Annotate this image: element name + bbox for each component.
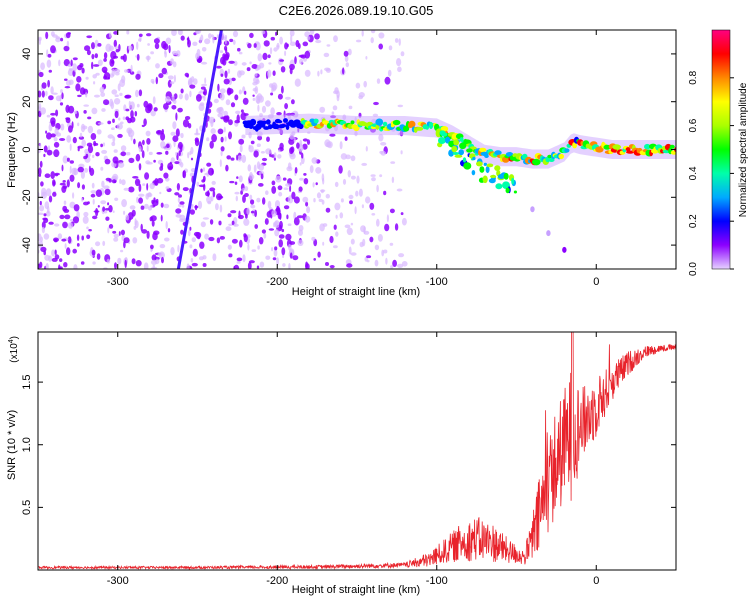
y-tick-label: -20 (21, 189, 33, 205)
y-tick-label: 20 (21, 96, 33, 108)
spectrogram-x-ticks: -300 -200 -100 0 (107, 30, 599, 288)
snr-multiplier-exp: 4 (8, 339, 15, 343)
colorbar-tick-label: 0.2 (688, 214, 699, 228)
snr-frame (37, 331, 677, 571)
x-tick-label: -100 (426, 575, 448, 587)
x-tick-label: 0 (593, 276, 599, 288)
faint-streak-point (530, 206, 535, 213)
snr-x-label: Height of straight line (km) (292, 584, 420, 596)
colorbar-tick-label: 0.6 (688, 118, 699, 132)
snr-background (38, 332, 676, 570)
y-tick-label: 1.0 (21, 437, 33, 452)
colorbar-gradient (711, 29, 731, 270)
colorbar-ticks: 0.0 0.2 0.4 0.6 0.8 (688, 70, 734, 276)
colorbar-label: Normalized spectral amplitude (738, 82, 749, 217)
y-tick-label: 0 (21, 146, 33, 152)
colorbar-tick-label: 0.4 (688, 166, 699, 180)
y-tick-label: -40 (21, 237, 33, 253)
x-tick-label: -200 (266, 276, 288, 288)
snr-series-line (38, 332, 676, 570)
snr-x-ticks: -300 -200 -100 0 (107, 332, 599, 587)
spectrogram-noise (38, 30, 408, 269)
colorbar-tick-label: 0.8 (688, 70, 699, 84)
x-tick-label: -200 (266, 575, 288, 587)
snr-multiplier-close: ) (9, 336, 20, 339)
faint-streak-point (562, 246, 567, 253)
y-tick-label: 1.5 (21, 374, 33, 389)
spectrogram-y-label: Frequency (Hz) (6, 112, 18, 188)
spectrogram-content (38, 30, 676, 269)
spectrogram-x-label: Height of straight line (km) (292, 286, 420, 298)
snr-multiplier-base: (x10 (9, 343, 20, 363)
x-tick-label: 0 (593, 575, 599, 587)
snr-panel: -300 -200 -100 0 0.5 1.0 1.5 Height of straig… (6, 331, 677, 596)
x-tick-label: -100 (426, 276, 448, 288)
figure-title: C2E6.2026.089.19.10.G05 (279, 3, 434, 18)
y-tick-label: 0.5 (21, 500, 33, 515)
snr-y-label: SNR (10 * v/v) (6, 410, 18, 480)
snr-multiplier: (x104) (8, 336, 20, 363)
spectrogram-signal (242, 113, 676, 253)
x-tick-label: -300 (107, 575, 129, 587)
spectrogram-diagonal-line (176, 30, 223, 269)
colorbar: 0.0 0.2 0.4 0.6 0.8 Normalized spectral ampl… (688, 29, 749, 276)
snr-y-ticks: 0.5 1.0 1.5 (21, 374, 676, 515)
x-tick-label: -300 (107, 276, 129, 288)
spectrogram-y-ticks: -40 -20 0 20 40 (21, 48, 676, 253)
faint-streak-point (546, 230, 551, 237)
colorbar-tick-label: 0.0 (688, 262, 699, 276)
y-tick-label: 40 (21, 48, 33, 60)
